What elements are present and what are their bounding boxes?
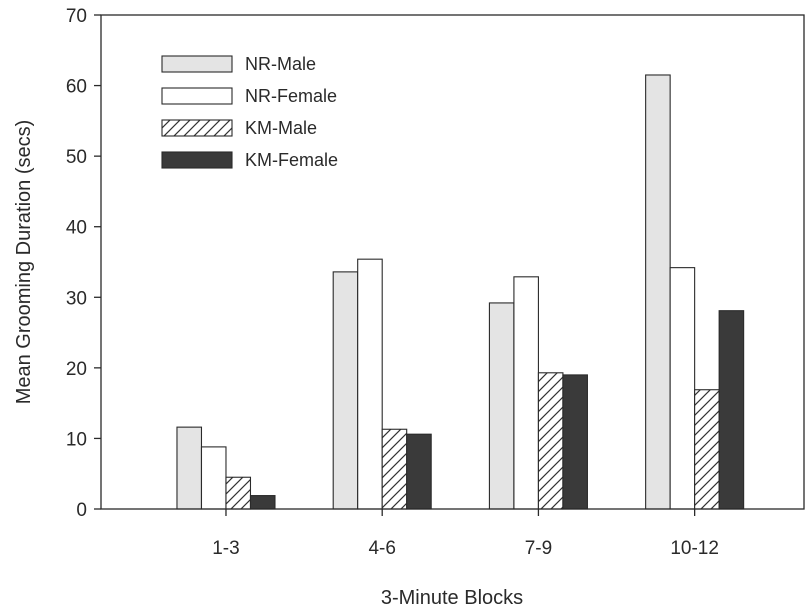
y-tick-label: 20 [66,359,87,380]
y-tick-label: 40 [66,218,87,239]
x-tick-label: 7-9 [525,538,552,559]
legend-label-km-female: KM-Female [245,150,338,170]
y-tick-label: 60 [66,77,87,98]
bar-nr-male-1-3 [176,426,203,510]
bar-km-male-1-3 [225,476,252,510]
legend-label-km-male: KM-Male [245,118,317,138]
bar-nr-female-7-9 [513,276,539,510]
legend: NR-Male NR-Female KM-Male KM-Female [161,54,338,170]
y-axis-ticks: 0 10 20 30 40 50 60 70 [66,6,101,521]
bar-nr-male-7-9 [488,302,515,510]
bar-km-female-1-3 [249,495,276,510]
bar-km-female-7-9 [562,374,588,510]
y-tick-label: 50 [66,147,87,168]
legend-swatch-nr-female [161,87,233,105]
bar-nr-male-10-12 [645,74,671,510]
y-tick-label: 0 [76,500,87,521]
bar-km-female-4-6 [406,433,432,510]
y-tick-label: 70 [66,6,87,27]
y-axis-label: Mean Grooming Duration (secs) [13,120,35,405]
bar-nr-female-1-3 [200,446,227,510]
bar-km-male-10-12 [694,389,720,510]
legend-swatch-km-male [161,119,233,137]
legend-label-nr-male: NR-Male [245,54,316,74]
legend-label-nr-female: NR-Female [245,86,337,106]
bar-km-female-10-12 [718,310,745,510]
bar-km-male-7-9 [537,372,564,510]
x-axis-label: 3-Minute Blocks [381,587,523,609]
bar-nr-female-4-6 [357,258,383,510]
x-axis-ticks: 1-3 4-6 7-9 10-12 [212,509,719,559]
y-tick-label: 30 [66,288,87,309]
legend-swatch-nr-male [161,55,233,73]
x-tick-label: 10-12 [670,538,719,559]
legend-swatch-km-female [161,151,233,169]
bars-group [176,74,745,510]
bar-km-male-4-6 [381,428,408,510]
x-tick-label: 1-3 [212,538,239,559]
plot-frame [100,14,805,510]
bar-nr-male-4-6 [332,271,359,510]
x-tick-label: 4-6 [368,538,395,559]
bar-nr-female-10-12 [669,267,696,510]
y-tick-label: 10 [66,429,87,450]
